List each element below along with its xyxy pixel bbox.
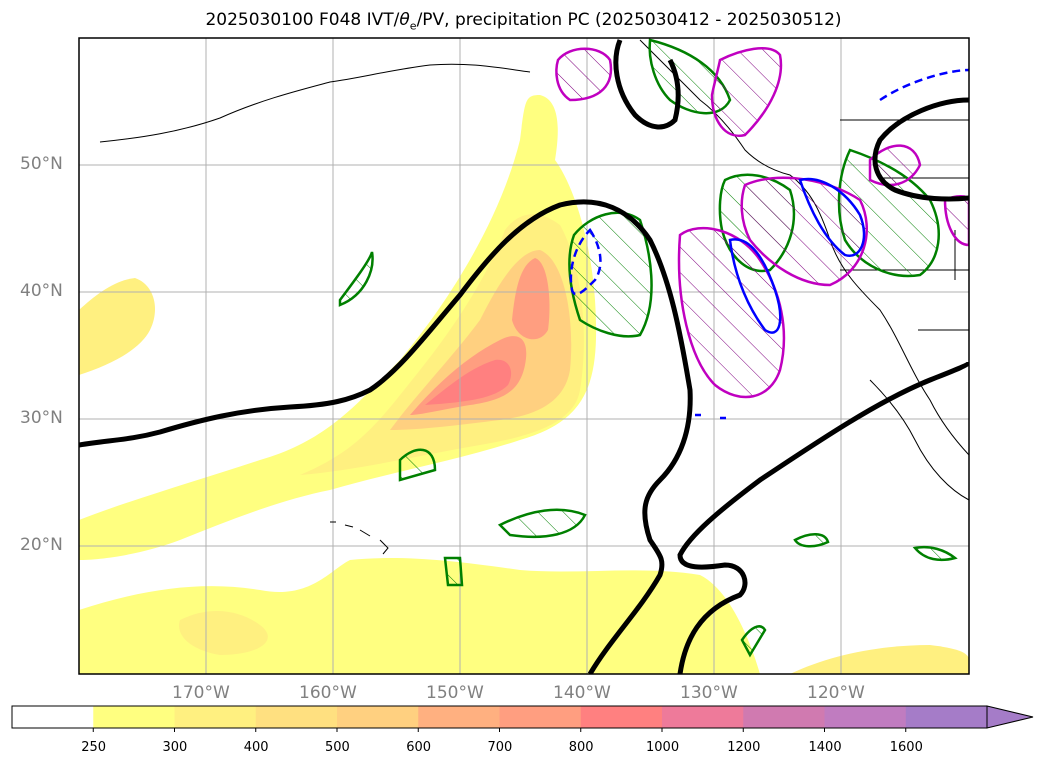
colorbar-segment (255, 706, 338, 728)
colorbar-segment (824, 706, 907, 728)
graticule (79, 38, 969, 674)
precip-magenta (555, 47, 969, 399)
colorbar-segment (662, 706, 744, 728)
lat-label-20: 20°N (20, 535, 63, 555)
blue-dashed-2 (879, 68, 969, 102)
colorbar-extend-arrow (986, 705, 1034, 729)
ivt-south-band-inner (179, 610, 268, 655)
lat-label-50: 50°N (20, 154, 63, 174)
ivt-core-800 (425, 359, 512, 405)
ivt-west-blob (79, 278, 155, 375)
lon-label-140w: 140°W (553, 683, 611, 703)
lon-label-150w: 150°W (426, 683, 484, 703)
green-area-4 (648, 38, 732, 115)
lat-label-30: 30°N (20, 408, 63, 428)
pv-contours (79, 39, 969, 674)
colorbar-tick-label: 800 (568, 740, 594, 755)
chart-title: 2025030100 F048 IVT/θe/PV, precipitation… (205, 10, 842, 33)
colorbar-tick-label: 1400 (808, 740, 842, 755)
magenta-area-4 (555, 47, 613, 102)
blue-dashed-3 (695, 413, 730, 420)
lon-label-170w: 170°W (172, 683, 230, 703)
lon-label-160w: 160°W (299, 683, 357, 703)
green-area-6 (497, 508, 587, 539)
pv-contour-south (677, 360, 969, 674)
green-area-8 (793, 533, 830, 548)
map-frame (78, 37, 970, 675)
green-area-11 (740, 625, 767, 658)
colorbar-segment (905, 706, 988, 728)
colorbar-segment (12, 706, 94, 728)
ivt-southeast-blob (790, 645, 969, 674)
magenta-area-5 (710, 47, 783, 138)
colorbar-segment (418, 706, 500, 728)
colorbar-tick-label: 1600 (889, 740, 923, 755)
blue-solid-1 (728, 238, 782, 334)
ivt-north-lobe (512, 258, 550, 340)
colorbar-tick-label: 1200 (727, 740, 761, 755)
magenta-area-6 (943, 195, 969, 247)
colorbar-segment (499, 706, 582, 728)
alaska-coast (99, 63, 531, 143)
hawaii (330, 521, 389, 555)
colorbar-tick-label: 400 (243, 740, 269, 755)
colorbar-segment (743, 706, 825, 728)
map-area (79, 38, 969, 674)
green-area-9 (912, 545, 958, 562)
mexico-coast (869, 379, 969, 501)
colorbar-segment (174, 706, 257, 728)
colorbar-tick-label: 500 (325, 740, 350, 755)
colorbar-tick-label: 1000 (646, 740, 680, 755)
colorbar-segment (337, 706, 419, 728)
colorbar-tick-label: 700 (487, 740, 513, 755)
pv-contour-main (79, 199, 693, 674)
green-area-10 (443, 556, 464, 587)
green-area-5 (398, 448, 437, 482)
green-area-1 (568, 211, 653, 338)
colorbar (11, 705, 1034, 732)
pv-contour-ne (872, 97, 969, 202)
green-area-7 (338, 251, 374, 307)
ivt-fill (79, 95, 969, 674)
lat-label-40: 40°N (20, 281, 63, 301)
colorbar-tick-label: 600 (406, 740, 432, 755)
colorbar-tick-label: 250 (81, 740, 107, 755)
precip-blue (569, 68, 969, 420)
lon-label-120w: 120°W (807, 683, 865, 703)
magenta-area-3 (868, 144, 922, 187)
lon-label-130w: 130°W (680, 683, 738, 703)
colorbar-tick-label: 300 (162, 740, 188, 755)
pv-contour-north (613, 39, 681, 130)
colorbar-segment (93, 706, 175, 728)
blue-solid-2 (798, 177, 866, 258)
colorbar-segment (580, 706, 663, 728)
blue-dashed-1 (569, 228, 602, 296)
magenta-area-2 (740, 176, 868, 287)
